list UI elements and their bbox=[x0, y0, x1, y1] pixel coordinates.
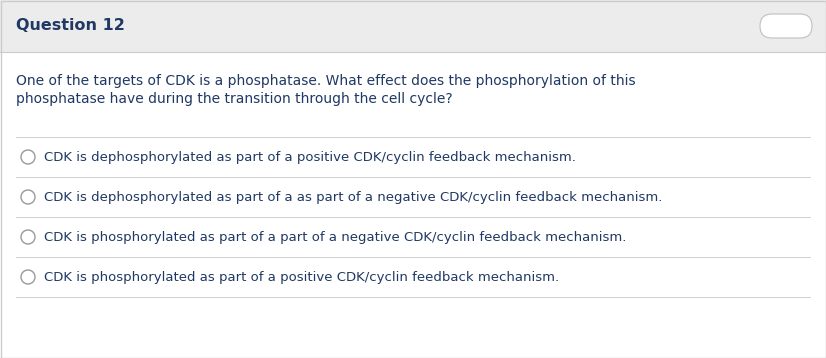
Text: CDK is dephosphorylated as part of a as part of a negative CDK/cyclin feedback m: CDK is dephosphorylated as part of a as … bbox=[44, 190, 662, 203]
Text: CDK is dephosphorylated as part of a positive CDK/cyclin feedback mechanism.: CDK is dephosphorylated as part of a pos… bbox=[44, 150, 576, 164]
Text: phosphatase have during the transition through the cell cycle?: phosphatase have during the transition t… bbox=[16, 92, 453, 106]
Text: CDK is phosphorylated as part of a positive CDK/cyclin feedback mechanism.: CDK is phosphorylated as part of a posit… bbox=[44, 271, 559, 284]
FancyBboxPatch shape bbox=[760, 14, 812, 38]
FancyBboxPatch shape bbox=[0, 0, 826, 52]
Text: One of the targets of CDK is a phosphatase. What effect does the phosphorylation: One of the targets of CDK is a phosphata… bbox=[16, 74, 636, 88]
Text: Question 12: Question 12 bbox=[16, 19, 125, 34]
Text: CDK is phosphorylated as part of a part of a negative CDK/cyclin feedback mechan: CDK is phosphorylated as part of a part … bbox=[44, 231, 626, 243]
